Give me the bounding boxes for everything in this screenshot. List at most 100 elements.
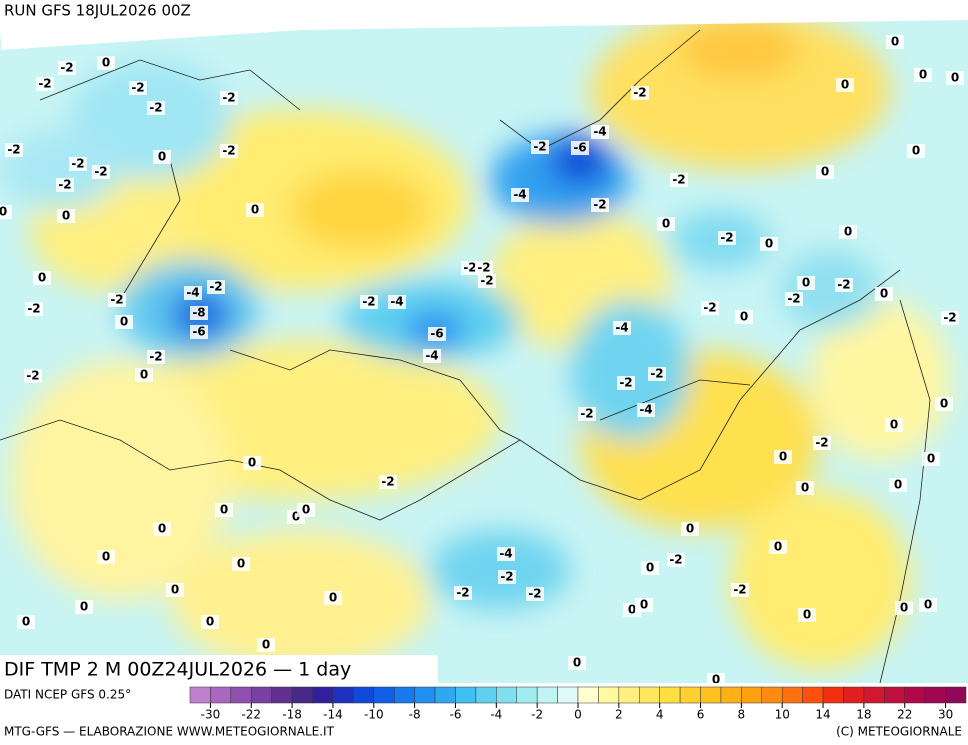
contour-label: 0 [844,225,852,239]
contour-label-bg [617,376,635,390]
colorbar-swatch [924,686,946,704]
contour-label-bg [648,367,666,381]
contour-label: -2 [381,475,394,489]
contour-label: -2 [619,376,632,390]
contour-label: 0 [102,56,110,70]
contour-label: -4 [425,349,438,363]
contour-label: 0 [802,276,810,290]
contour-label: -2 [71,157,84,171]
contour-label-bg [388,295,406,309]
field-label: DIF TMP 2 M 00Z24JUL2026 — 1 day [4,659,351,681]
contour-label: -2 [362,295,375,309]
contour-label-bg [423,349,441,363]
contour-label: 0 [801,481,809,495]
colorbar-label: -6 [449,708,461,722]
contour-label-bg [220,91,238,105]
copyright-label: (C) METEOGIORNALE [836,725,962,739]
contour-label: -4 [593,125,606,139]
borders [0,29,931,684]
contour-label: 0 [22,615,30,629]
contour-label: -2 [593,198,606,212]
contour-label-bg [379,475,397,489]
contour-label-bg [511,188,529,202]
map [0,0,968,684]
contour-label: 0 [951,71,959,85]
contour-label: -2 [149,101,162,115]
contour-label-bg [591,198,609,212]
contour-label: -2 [500,570,513,584]
contour-label: -2 [787,292,800,306]
colorbar-swatch [332,686,354,704]
contour-label-bg [454,586,472,600]
contour-label-bg [731,583,749,597]
contour-label: 0 [251,203,259,217]
contour-label-bg [153,150,171,164]
contour-label-bg [735,310,753,324]
contour-label: 0 [38,271,46,285]
contour-label: 0 [740,310,748,324]
colorbar-label: 0 [574,708,582,722]
contour-label-bg [637,403,655,417]
contour-label: 0 [220,503,228,517]
contour-label-bg [497,547,515,561]
colorbar-swatch [863,686,885,704]
colorbar-label: -22 [241,708,261,722]
contour-label: -2 [94,165,107,179]
colorbar-label: -2 [531,708,543,722]
contour-label: -2 [222,91,235,105]
contour-label: 0 [765,237,773,251]
contour-label-bg [232,557,250,571]
contour-label: 0 [248,456,256,470]
colorbar-swatch [557,686,579,704]
contour-label: 0 [171,583,179,597]
contour-label-bg [875,287,893,301]
contour-label: 0 [774,540,782,554]
contour-label-bg [215,503,233,517]
contour-label-bg [190,306,208,320]
contour-label-bg [0,205,12,219]
colorbar-swatch [598,686,620,704]
contour-label-bg [475,261,493,275]
contour-label: 0 [120,315,128,329]
contour-label-bg [635,598,653,612]
contour-label: -2 [27,302,40,316]
contour-label: 0 [640,598,648,612]
contour-label-bg [478,274,496,288]
colorbar-swatch [822,686,844,704]
contour-label-bg [670,173,688,187]
contour-label-bg [914,68,932,82]
contour-label: -4 [186,286,199,300]
contour-label-bg [889,478,907,492]
contour-label: 0 [140,368,148,382]
contour-label: 0 [646,561,654,575]
credit-label: MTG-GFS — ELABORAZIONE WWW.METEOGIORNALE… [4,725,335,739]
contour-label: 0 [62,209,70,223]
colorbar-swatch [945,686,967,704]
contour-label: 0 [880,287,888,301]
contour-label: -2 [60,61,73,75]
contour-label-bg [796,481,814,495]
contour-label: -2 [477,261,490,275]
contour-label: 0 [686,522,694,536]
contour-label-bg [184,286,202,300]
colorbar-swatch [679,686,701,704]
contour-label: 0 [927,452,935,466]
contour-label: 0 [940,397,948,411]
colorbar-swatch [210,686,232,704]
contour-label-bg [153,522,171,536]
colorbar-label: -30 [201,708,221,722]
colorbar-swatch [312,686,334,704]
contour-label-bg [701,301,719,315]
contour-label: -2 [672,173,685,187]
contour-label: -4 [513,188,526,202]
contour-label-bg [907,144,925,158]
colorbar-label: 18 [856,708,871,722]
colorbar-swatch [720,686,742,704]
contour-label-bg [578,407,596,421]
colorbar-swatch [659,686,681,704]
contour-label: -2 [837,278,850,292]
colorbar-swatch [639,686,660,704]
colorbar-label: -18 [282,708,302,722]
contour-label: 0 [712,673,720,687]
